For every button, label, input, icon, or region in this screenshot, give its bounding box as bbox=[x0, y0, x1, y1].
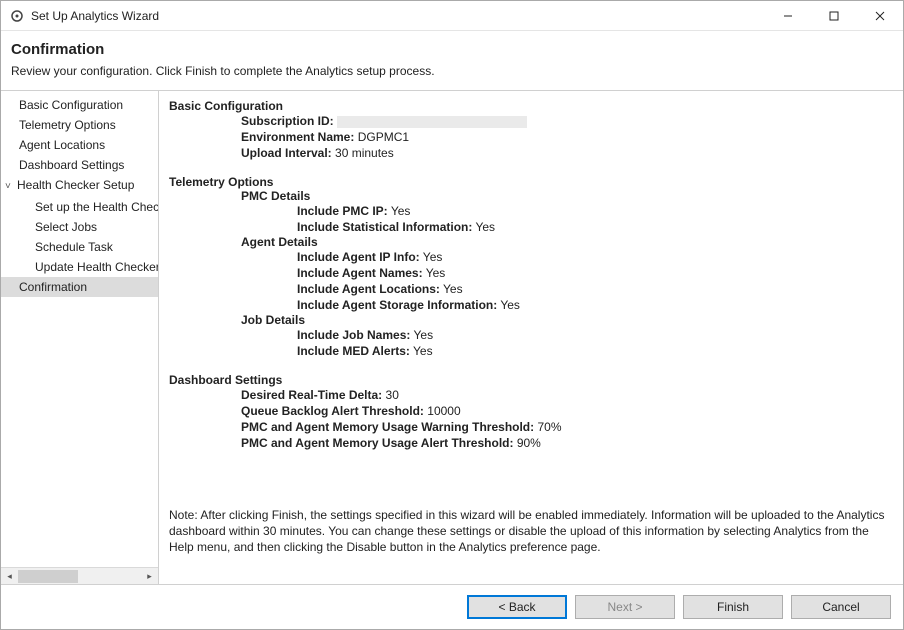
agent-loc-label: Include Agent Locations: bbox=[297, 282, 440, 296]
wizard-window: Set Up Analytics Wizard Confirmation Rev… bbox=[0, 0, 904, 630]
agent-loc-value: Yes bbox=[443, 282, 463, 296]
pmc-stat-label: Include Statistical Information: bbox=[297, 220, 472, 234]
scroll-left-icon[interactable]: ◂ bbox=[1, 568, 18, 585]
window-controls bbox=[765, 1, 903, 30]
environment-name-label: Environment Name: bbox=[241, 130, 354, 144]
maximize-button[interactable] bbox=[811, 1, 857, 30]
kv-agent-storage: Include Agent Storage Information: Yes bbox=[297, 297, 893, 313]
kv-delta: Desired Real-Time Delta: 30 bbox=[241, 387, 893, 403]
agent-details-title: Agent Details bbox=[241, 235, 893, 249]
job-details-title: Job Details bbox=[241, 313, 893, 327]
wizard-content: Basic Configuration Subscription ID: Env… bbox=[159, 91, 903, 584]
wizard-footer: < Back Next > Finish Cancel bbox=[1, 584, 903, 629]
window-title: Set Up Analytics Wizard bbox=[31, 9, 159, 23]
job-names-label: Include Job Names: bbox=[297, 328, 410, 342]
kv-job-names: Include Job Names: Yes bbox=[297, 327, 893, 343]
med-alerts-value: Yes bbox=[413, 344, 433, 358]
mem-alert-label: PMC and Agent Memory Usage Alert Thresho… bbox=[241, 436, 513, 450]
job-names-value: Yes bbox=[414, 328, 434, 342]
minimize-button[interactable] bbox=[765, 1, 811, 30]
agent-ip-value: Yes bbox=[423, 250, 443, 264]
nav-schedule-task[interactable]: Schedule Task bbox=[1, 237, 158, 257]
scroll-right-icon[interactable]: ▸ bbox=[141, 568, 158, 585]
agent-ip-label: Include Agent IP Info: bbox=[297, 250, 420, 264]
upload-interval-label: Upload Interval: bbox=[241, 146, 332, 160]
nav-list: Basic Configuration Telemetry Options Ag… bbox=[1, 95, 158, 567]
scroll-thumb[interactable] bbox=[18, 570, 78, 583]
delta-label: Desired Real-Time Delta: bbox=[241, 388, 382, 402]
nav-setup-health-check[interactable]: Set up the Health Check bbox=[1, 197, 158, 217]
back-button[interactable]: < Back bbox=[467, 595, 567, 619]
nav-confirmation[interactable]: Confirmation bbox=[1, 277, 158, 297]
kv-upload-interval: Upload Interval: 30 minutes bbox=[241, 145, 893, 161]
upload-interval-value: 30 minutes bbox=[335, 146, 394, 160]
kv-mem-warn: PMC and Agent Memory Usage Warning Thres… bbox=[241, 419, 893, 435]
nav-select-jobs[interactable]: Select Jobs bbox=[1, 217, 158, 237]
subscription-id-redacted bbox=[337, 116, 527, 128]
med-alerts-label: Include MED Alerts: bbox=[297, 344, 410, 358]
section-dashboard-title: Dashboard Settings bbox=[169, 373, 893, 387]
finish-note: Note: After clicking Finish, the setting… bbox=[169, 507, 893, 555]
wizard-sidebar: Basic Configuration Telemetry Options Ag… bbox=[1, 91, 159, 584]
kv-queue: Queue Backlog Alert Threshold: 10000 bbox=[241, 403, 893, 419]
pmc-ip-label: Include PMC IP: bbox=[297, 204, 388, 218]
nav-agent-locations[interactable]: Agent Locations bbox=[1, 135, 158, 155]
sidebar-horizontal-scrollbar[interactable]: ◂ ▸ bbox=[1, 567, 158, 584]
kv-med-alerts: Include MED Alerts: Yes bbox=[297, 343, 893, 359]
kv-pmc-ip: Include PMC IP: Yes bbox=[297, 203, 893, 219]
pmc-details-title: PMC Details bbox=[241, 189, 893, 203]
nav-dashboard-settings[interactable]: Dashboard Settings bbox=[1, 155, 158, 175]
environment-name-value: DGPMC1 bbox=[358, 130, 409, 144]
mem-warn-value: 70% bbox=[537, 420, 561, 434]
nav-health-checker-setup[interactable]: Health Checker Setup bbox=[1, 175, 158, 197]
content-scroll: Basic Configuration Subscription ID: Env… bbox=[169, 99, 893, 578]
kv-agent-locations: Include Agent Locations: Yes bbox=[297, 281, 893, 297]
section-telemetry-title: Telemetry Options bbox=[169, 175, 893, 189]
finish-button[interactable]: Finish bbox=[683, 595, 783, 619]
section-basic-title: Basic Configuration bbox=[169, 99, 893, 113]
subscription-id-label: Subscription ID: bbox=[241, 114, 334, 128]
agent-storage-label: Include Agent Storage Information: bbox=[297, 298, 497, 312]
kv-mem-alert: PMC and Agent Memory Usage Alert Thresho… bbox=[241, 435, 893, 451]
kv-subscription-id: Subscription ID: bbox=[241, 113, 893, 129]
next-button: Next > bbox=[575, 595, 675, 619]
delta-value: 30 bbox=[386, 388, 399, 402]
agent-names-label: Include Agent Names: bbox=[297, 266, 423, 280]
queue-value: 10000 bbox=[427, 404, 460, 418]
agent-storage-value: Yes bbox=[500, 298, 520, 312]
nav-basic-configuration[interactable]: Basic Configuration bbox=[1, 95, 158, 115]
pmc-ip-value: Yes bbox=[391, 204, 411, 218]
pmc-stat-value: Yes bbox=[475, 220, 495, 234]
kv-pmc-stat: Include Statistical Information: Yes bbox=[297, 219, 893, 235]
nav-update-health-checker[interactable]: Update Health Checker bbox=[1, 257, 158, 277]
page-description: Review your configuration. Click Finish … bbox=[11, 64, 891, 78]
kv-agent-ip: Include Agent IP Info: Yes bbox=[297, 249, 893, 265]
nav-telemetry-options[interactable]: Telemetry Options bbox=[1, 115, 158, 135]
mem-warn-label: PMC and Agent Memory Usage Warning Thres… bbox=[241, 420, 534, 434]
kv-agent-names: Include Agent Names: Yes bbox=[297, 265, 893, 281]
page-title: Confirmation bbox=[11, 41, 891, 58]
queue-label: Queue Backlog Alert Threshold: bbox=[241, 404, 424, 418]
agent-names-value: Yes bbox=[426, 266, 446, 280]
titlebar: Set Up Analytics Wizard bbox=[1, 1, 903, 31]
cancel-button[interactable]: Cancel bbox=[791, 595, 891, 619]
wizard-header: Confirmation Review your configuration. … bbox=[1, 31, 903, 91]
app-icon bbox=[9, 8, 25, 24]
close-button[interactable] bbox=[857, 1, 903, 30]
scroll-track[interactable] bbox=[18, 568, 141, 585]
wizard-body: Basic Configuration Telemetry Options Ag… bbox=[1, 91, 903, 584]
mem-alert-value: 90% bbox=[517, 436, 541, 450]
kv-environment-name: Environment Name: DGPMC1 bbox=[241, 129, 893, 145]
